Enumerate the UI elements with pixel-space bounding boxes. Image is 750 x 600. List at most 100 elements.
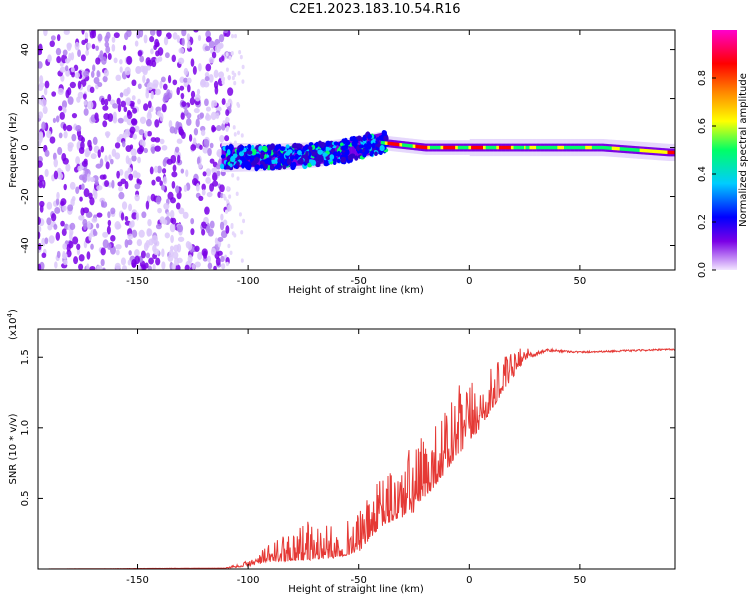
noise-blob [67, 87, 72, 96]
noise-blob [76, 243, 81, 250]
noise-blob [241, 79, 245, 84]
noise-blob [141, 140, 146, 148]
noise-blob [213, 265, 217, 270]
noise-blob [137, 50, 143, 57]
ridge-core [654, 149, 656, 154]
x-tick-label: -150 [126, 276, 149, 287]
noise-blob [124, 239, 129, 248]
noise-blob [135, 212, 140, 221]
ridge-core [445, 145, 448, 150]
ridge-core [542, 145, 545, 150]
noise-blob [115, 249, 120, 256]
noise-blob [97, 149, 101, 158]
noise-blob [201, 228, 206, 236]
noise-blob [170, 234, 174, 244]
noise-blob [107, 93, 112, 102]
ridge-blob [333, 141, 339, 146]
ridge-core [492, 145, 494, 150]
noise-blob [136, 147, 144, 155]
noise-blob [111, 43, 116, 52]
noise-blob [88, 192, 93, 200]
ridge-core [509, 145, 512, 150]
noise-blob [168, 120, 173, 129]
noise-blob [56, 250, 61, 259]
colorbar-tick-label: 0.6 [697, 118, 708, 134]
noise-blob [163, 92, 170, 102]
noise-blob [55, 115, 60, 123]
noise-blob [52, 117, 57, 124]
noise-blob [89, 31, 95, 39]
noise-blob [233, 132, 237, 137]
ridge-blob [358, 144, 365, 149]
noise-blob [176, 224, 184, 233]
noise-blob [148, 257, 154, 265]
noise-blob [220, 192, 224, 199]
ridge-core [406, 143, 408, 148]
noise-blob [63, 30, 70, 35]
noise-blob [61, 100, 68, 109]
ridge-core [638, 148, 640, 152]
ridge-band [273, 147, 275, 167]
noise-blob [104, 41, 110, 48]
noise-blob [44, 80, 50, 89]
noise-blob [89, 176, 96, 183]
ridge-core [644, 149, 647, 153]
noise-blob [60, 220, 65, 227]
noise-blob [184, 264, 190, 270]
noise-blob [173, 257, 180, 266]
ridge-core [399, 142, 402, 147]
noise-blob [86, 173, 91, 182]
ridge-blob [263, 145, 268, 153]
colorbar: 0.0 0.2 0.4 0.6 0.8 Normalized spectral ampl… [697, 30, 749, 278]
noise-blob [92, 228, 97, 237]
noise-blob [146, 111, 152, 121]
ridge-band [225, 147, 228, 168]
ridge-core [473, 145, 476, 150]
ridge-core [621, 147, 623, 151]
y-tick-label: 0.5 [20, 490, 31, 506]
noise-blob [52, 152, 57, 161]
noise-blob [168, 92, 172, 99]
noise-blob [205, 30, 211, 38]
noise-blob [118, 186, 123, 192]
noise-blob [62, 157, 69, 165]
ridge-core [395, 142, 398, 146]
ridge-core [525, 145, 528, 150]
noise-blob [205, 106, 211, 112]
ridge-core [670, 150, 672, 155]
noise-blob [102, 174, 107, 180]
noise-blob [93, 190, 98, 200]
noise-blob [191, 263, 196, 270]
noise-blob [226, 186, 230, 191]
ridge-core [500, 145, 502, 150]
noise-blob [141, 211, 147, 219]
x-tick-label: -100 [237, 276, 260, 287]
ridge-core [652, 149, 655, 154]
noise-blob [163, 36, 169, 46]
noise-blob [186, 33, 191, 42]
noise-blob [41, 237, 46, 247]
noise-blob [185, 241, 191, 249]
noise-blob [124, 66, 131, 76]
snr-y-ticks: 0.5 1.0 1.5 [20, 349, 675, 506]
snr-y-scale: (x104) [6, 309, 19, 340]
ridge-core [585, 145, 587, 150]
noise-blob [154, 119, 160, 128]
ridge-core [485, 145, 488, 150]
ridge-core [634, 148, 636, 152]
noise-blob [115, 244, 122, 250]
noise-blob [121, 140, 126, 148]
noise-blob [147, 218, 152, 227]
noise-blob [162, 83, 168, 91]
noise-blob [102, 105, 109, 111]
noise-blob [124, 128, 131, 138]
noise-blob [103, 113, 110, 120]
noise-blob [201, 183, 206, 191]
y-tick-label: 0 [20, 144, 31, 150]
noise-blob [223, 196, 227, 201]
ridge-core [435, 145, 437, 150]
ridge-core [627, 147, 630, 152]
noise-blob [176, 138, 183, 144]
ridge-core [398, 142, 400, 147]
noise-blob [38, 216, 41, 226]
